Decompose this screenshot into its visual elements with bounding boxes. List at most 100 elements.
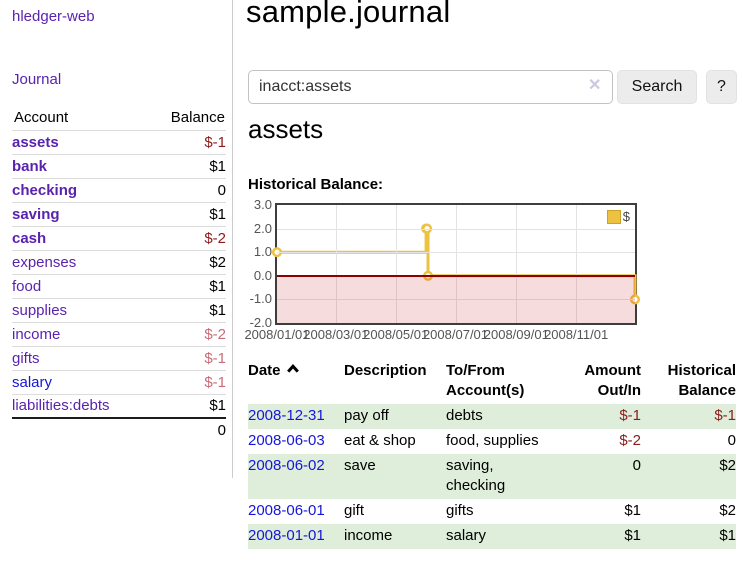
- amount-cell: $1: [624, 502, 641, 519]
- date-link[interactable]: 2008-06-02: [248, 457, 325, 474]
- account-link-food[interactable]: food: [12, 277, 42, 295]
- account-balance: $1: [146, 298, 226, 323]
- account-link-liabilities-debts[interactable]: liabilities:debts: [12, 397, 110, 415]
- to-from-cell: saving, checking: [446, 457, 506, 494]
- account-link-bank[interactable]: bank: [12, 157, 48, 175]
- description-column-header: Description: [344, 362, 427, 379]
- date-link[interactable]: 2008-06-01: [248, 502, 325, 519]
- account-row: assets $-1: [12, 130, 226, 155]
- to-from-cell: debts: [446, 407, 483, 424]
- x-tick-label: 2008/01/01: [244, 327, 310, 342]
- gridline-v: [395, 205, 397, 323]
- legend-label: $: [622, 209, 630, 224]
- account-row: saving $1: [12, 202, 226, 227]
- account-row: liabilities:debts $1: [12, 394, 226, 418]
- account-link-cash[interactable]: cash: [12, 229, 47, 247]
- account-link-gifts[interactable]: gifts: [12, 349, 40, 367]
- balance-cell: $1: [719, 527, 736, 544]
- accounts-table: Account Balance assets $-1 bank $1 check…: [12, 106, 226, 442]
- account-link-expenses[interactable]: expenses: [12, 253, 77, 271]
- register-row: 2008-06-03 eat & shop food, supplies $-2…: [248, 429, 736, 454]
- account-row: income $-2: [12, 322, 226, 347]
- zero-line: [277, 274, 635, 277]
- amount-cell: $-2: [619, 432, 641, 449]
- account-heading: assets: [248, 114, 324, 144]
- register-header-row: Date Description To/From Account(s) Amou…: [248, 360, 736, 404]
- description-cell: pay off: [344, 407, 389, 424]
- date-link[interactable]: 2008-06-03: [248, 432, 325, 449]
- date-link[interactable]: 2008-12-31: [248, 407, 325, 424]
- to-from-cell: gifts: [446, 502, 474, 519]
- accounts-header-row: Account Balance: [12, 106, 226, 131]
- x-tick-label: 2008/11/01: [544, 327, 609, 342]
- main-content: sample.journal ✕ Search ? assets Histori…: [244, 0, 742, 582]
- help-button[interactable]: ?: [706, 70, 737, 104]
- amount-cell: $1: [624, 527, 641, 544]
- account-row: salary $-1: [12, 370, 226, 395]
- account-row: expenses $2: [12, 250, 226, 275]
- sort-ascending-icon: [286, 363, 299, 373]
- account-link-income[interactable]: income: [12, 325, 61, 343]
- x-tick-label: 2008/09/01: [483, 327, 549, 342]
- account-row: bank $1: [12, 154, 226, 179]
- account-balance: $-1: [146, 130, 226, 155]
- balance-cell: $-1: [714, 407, 736, 424]
- sidebar: hledger-web Journal Account Balance asse…: [0, 0, 233, 478]
- y-tick-label: -1.0: [249, 291, 272, 307]
- y-tick-label: 1.0: [253, 244, 272, 260]
- amount-column-header: Amount Out/In: [584, 362, 641, 399]
- account-link-saving[interactable]: saving: [12, 205, 60, 223]
- description-cell: eat & shop: [344, 432, 416, 449]
- account-balance: $1: [146, 202, 226, 227]
- account-row: gifts $-1: [12, 346, 226, 371]
- to-from-cell: food, supplies: [446, 432, 539, 449]
- account-balance: $2: [146, 250, 226, 275]
- chart-legend: $: [604, 208, 632, 225]
- y-tick-label: 3.0: [253, 197, 272, 212]
- sidebar-item-journal[interactable]: Journal: [12, 71, 62, 88]
- register-row: 2008-06-02 save saving, checking 0 $2: [248, 454, 736, 499]
- x-tick-label: 2008/03/01: [303, 327, 369, 342]
- to-from-column-header: To/From Account(s): [446, 362, 525, 399]
- account-link-assets[interactable]: assets: [12, 133, 59, 151]
- register-row: 2008-12-31 pay off debts $-1 $-1: [248, 404, 736, 429]
- amount-cell: $-1: [619, 407, 641, 424]
- gridline-v: [576, 205, 578, 323]
- account-link-supplies[interactable]: supplies: [12, 301, 68, 319]
- search-button[interactable]: Search: [617, 70, 697, 104]
- amount-cell: 0: [632, 457, 641, 474]
- search-input[interactable]: [248, 70, 613, 104]
- brand-link[interactable]: hledger-web: [12, 8, 95, 25]
- clear-search-icon[interactable]: ✕: [588, 77, 602, 94]
- account-row: supplies $1: [12, 298, 226, 323]
- account-link-salary[interactable]: salary: [12, 373, 53, 391]
- account-row: food $1: [12, 274, 226, 299]
- account-balance: $1: [146, 274, 226, 299]
- description-cell: gift: [344, 502, 365, 519]
- register-row: 2008-01-01 income salary $1 $1: [248, 524, 736, 549]
- register-row: 2008-06-01 gift gifts $1 $2: [248, 499, 736, 524]
- chart-plot: $: [271, 203, 641, 325]
- y-tick-label: -2.0: [249, 315, 272, 330]
- account-balance: $-1: [146, 346, 226, 371]
- accounts-total-row: 0: [12, 417, 226, 442]
- balance-cell: $2: [719, 457, 736, 474]
- to-from-cell: salary: [446, 527, 487, 544]
- balance-column-header: Balance: [146, 106, 226, 131]
- account-column-header: Account: [12, 106, 147, 131]
- date-link[interactable]: 2008-01-01: [248, 527, 325, 544]
- balance-column-header: Historical Balance: [667, 362, 736, 399]
- description-cell: save: [344, 457, 376, 474]
- register-table: Date Description To/From Account(s) Amou…: [248, 360, 736, 549]
- gridline-v: [455, 205, 457, 323]
- account-row: checking 0: [12, 178, 226, 203]
- date-column-header[interactable]: Date: [248, 360, 344, 404]
- negative-region: [277, 275, 635, 323]
- account-link-checking[interactable]: checking: [12, 181, 78, 199]
- gridline-v: [335, 205, 337, 323]
- legend-swatch: [606, 209, 621, 224]
- description-cell: income: [344, 527, 393, 544]
- y-tick-label: 0.0: [253, 267, 272, 283]
- x-tick-label: 2008/07/01: [422, 327, 489, 342]
